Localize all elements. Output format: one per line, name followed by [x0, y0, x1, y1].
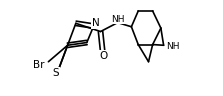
Text: NH: NH [166, 42, 180, 51]
Text: O: O [99, 50, 107, 61]
Text: N: N [92, 18, 100, 28]
Text: NH: NH [112, 15, 125, 24]
Text: S: S [53, 68, 59, 78]
Text: Br: Br [33, 60, 45, 70]
